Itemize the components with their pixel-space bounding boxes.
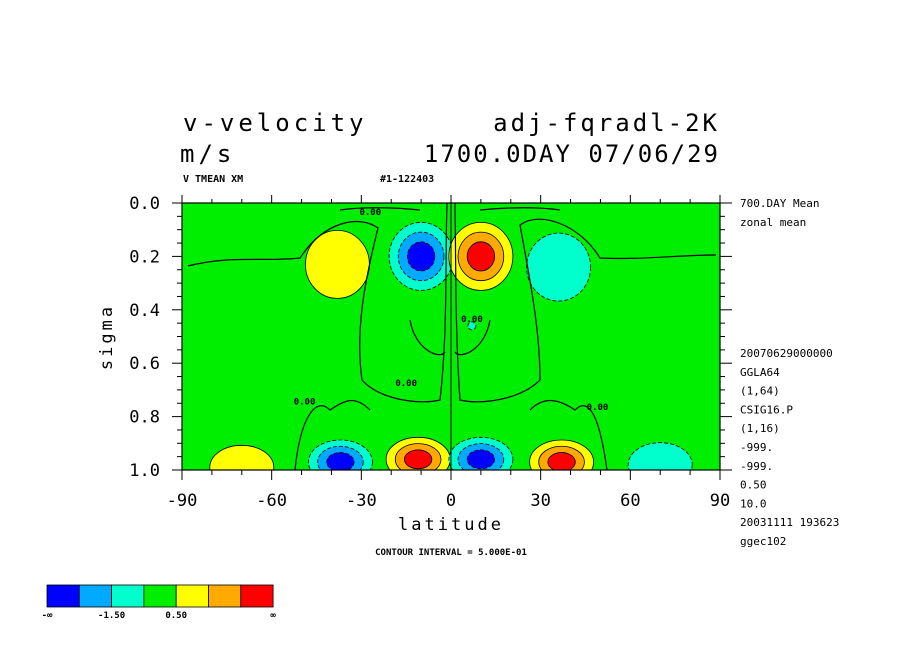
shaded-cell <box>467 321 477 331</box>
x-axis: -90 -60 -30 0 30 60 90 <box>167 195 730 511</box>
contour-label: 0.00 <box>294 398 316 408</box>
units-label: m/s <box>180 140 235 168</box>
cell-band <box>466 241 496 272</box>
side-info-line: 10.0 <box>740 497 767 510</box>
cell-band <box>467 321 477 331</box>
contour-label: 0.00 <box>587 403 609 413</box>
contour-plot: 0.00 0.00 0.00 0.00 0.00 <box>181 202 721 500</box>
side-info-line: 20031111 193623 <box>740 516 839 529</box>
y-tick-label: 0.0 <box>129 194 160 214</box>
colorbar-swatch <box>240 584 274 608</box>
x-tick-label: -90 <box>167 491 198 511</box>
zero-contour-low-right <box>529 400 608 471</box>
x-tick-label: 90 <box>710 491 730 511</box>
subtitle-left: V TMEAN XM <box>183 174 243 185</box>
contour-interval-label: CONTOUR INTERVAL = 5.000E-01 <box>375 548 527 558</box>
x-tick-label: 60 <box>620 491 640 511</box>
x-tick-label: 30 <box>530 491 550 511</box>
zero-contour-left <box>187 202 448 403</box>
colorbar: -∞ -1.50 0.50 ∞ <box>42 584 276 621</box>
side-info-line: CSIG16.P <box>740 403 793 416</box>
cell-band <box>326 452 355 472</box>
y-axis-label: sigma <box>97 304 117 370</box>
x-tick-label: -30 <box>346 491 377 511</box>
subtitle-right: #1-122403 <box>380 174 434 185</box>
side-info-line: 0.50 <box>740 479 767 492</box>
colorbar-swatch <box>78 584 113 608</box>
contour-top-right <box>479 207 561 211</box>
colorbar-label: -1.50 <box>98 611 125 621</box>
colorbar-swatch <box>111 584 145 608</box>
side-info-line: -999. <box>740 460 773 473</box>
y-tick-label: 0.6 <box>129 354 160 374</box>
cell-band <box>404 449 433 470</box>
y-tick-label: 0.2 <box>129 247 160 267</box>
contour-top-left <box>339 207 421 211</box>
contour-label: 0.00 <box>395 379 417 389</box>
side-info-line: (1,16) <box>740 422 780 435</box>
time-label: 1700.0DAY 07/06/29 <box>424 140 720 168</box>
zero-contour-inner-left <box>409 319 446 356</box>
x-tick-label: -60 <box>256 491 287 511</box>
colorbar-swatch <box>143 584 177 608</box>
shaded-cell <box>526 232 591 302</box>
colorbar-label: 0.50 <box>165 611 187 621</box>
contour-labels: 0.00 0.00 0.00 0.00 0.00 <box>294 208 609 413</box>
cell-band <box>406 241 436 272</box>
contour-label: 0.00 <box>461 315 483 325</box>
side-info-line: zonal mean <box>740 216 806 229</box>
side-info-line: -999. <box>740 441 773 454</box>
colorbar-label: -∞ <box>42 611 53 621</box>
colorbar-label: ∞ <box>270 611 276 621</box>
title-right: adj-fqradl-2K <box>493 109 720 137</box>
zero-contour-inner-right <box>454 319 491 356</box>
colorbar-swatch <box>175 584 209 608</box>
zero-contour-right <box>454 202 717 403</box>
colorbar-swatch <box>208 584 242 608</box>
title-left: v-velocity <box>183 109 368 137</box>
y-axis: 0.0 0.2 0.4 0.6 0.8 1.0 <box>129 194 732 481</box>
x-axis-label: latitude <box>398 515 504 535</box>
shaded-cell <box>388 221 454 291</box>
side-info-line: (1,64) <box>740 385 780 398</box>
cell-band <box>526 232 591 302</box>
cell-band <box>547 452 576 472</box>
contour-lines <box>187 202 717 471</box>
side-info-top: 700.DAY Mean zonal mean <box>740 197 819 229</box>
side-info-line: GGLA64 <box>740 366 780 379</box>
y-tick-label: 0.8 <box>129 408 160 428</box>
cell-band <box>466 449 496 470</box>
side-info-line: 700.DAY Mean <box>740 197 819 210</box>
zero-contour-low-left <box>294 400 371 471</box>
y-tick-label: 1.0 <box>129 461 160 481</box>
shaded-cell <box>448 221 514 291</box>
side-info-line: 20070629000000 <box>740 347 833 360</box>
side-info-line: ggec102 <box>740 535 786 548</box>
contour-label: 0.00 <box>359 208 381 218</box>
x-tick-label: 0 <box>446 491 456 511</box>
colorbar-swatch <box>46 584 80 608</box>
y-tick-label: 0.4 <box>129 301 160 321</box>
side-info-bottom: 20070629000000 GGLA64 (1,64) CSIG16.P (1,16)… <box>740 347 839 548</box>
